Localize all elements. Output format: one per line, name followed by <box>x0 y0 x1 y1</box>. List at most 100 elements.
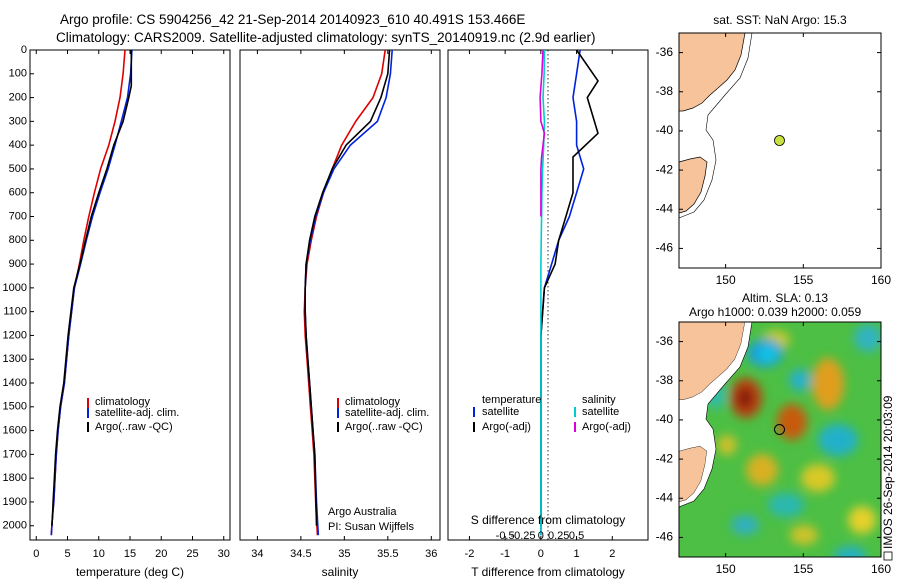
difference-xtick-label: -1 <box>500 548 510 560</box>
difference-xtick-label: -2 <box>465 548 475 560</box>
map-ytick-label: -44 <box>656 490 674 504</box>
map-ytick-label: -36 <box>656 45 674 59</box>
shelf-fill <box>679 322 752 507</box>
map-xtick-label: 160 <box>871 562 891 576</box>
map-ytick-label: -36 <box>656 334 674 348</box>
map-ytick-label: -46 <box>656 241 674 255</box>
difference-series-salinity_argo <box>539 49 546 217</box>
depth-tick-label: 1600 <box>3 424 27 436</box>
depth-tick-label: 1300 <box>3 353 27 365</box>
sla-warm-blob <box>848 506 876 534</box>
depth-tick-label: 600 <box>9 187 27 199</box>
salinity-plot-area <box>239 49 441 541</box>
salinity-annotation-line-2: PI: Susan Wijffels <box>328 521 414 533</box>
sla-map-frame <box>678 321 882 558</box>
salinity-xlabel: salinity <box>322 565 359 579</box>
sla-cool-blob <box>834 546 866 557</box>
salinity-legend-argo: Argo(..raw -QC) <box>345 421 423 433</box>
sla-cool-blob <box>731 515 759 535</box>
salinity-legend: climatology satellite-adj. clim. Argo(..… <box>337 396 429 433</box>
temperature-plot-area <box>29 49 231 541</box>
sla-cool-blob <box>789 369 811 391</box>
temperature-xtick-label: 15 <box>124 548 136 560</box>
salinity-xtick-label: 34 <box>251 548 263 560</box>
map-ytick-label: -42 <box>656 162 674 176</box>
depth-tick-label: 500 <box>9 163 27 175</box>
depth-tick-label: 400 <box>9 139 27 151</box>
map-xtick-label: 155 <box>793 562 813 576</box>
salinity-difference-tick-label: -0.25 <box>510 530 535 542</box>
salinity-xtick-label: 35 <box>338 548 350 560</box>
shelf-contour <box>678 32 753 219</box>
imos-logo-box <box>883 551 893 561</box>
sst-map-float-marker <box>774 135 785 146</box>
map-ytick-label: -42 <box>656 451 674 465</box>
temperature-legend: climatology satellite-adj. clim. Argo(..… <box>87 396 179 433</box>
salinity-legend-climatology: climatology <box>345 396 401 408</box>
depth-tick-label: 1700 <box>3 448 27 460</box>
sla-map-float-marker <box>774 424 785 435</box>
map-xtick-label: 160 <box>871 273 891 287</box>
temperature-legend-argo: Argo(..raw -QC) <box>95 421 173 433</box>
sla-warm-blob <box>801 464 835 492</box>
depth-tick-label: 1900 <box>3 496 27 508</box>
temperature-series-argo <box>51 50 133 526</box>
depth-tick-label: 1500 <box>3 401 27 413</box>
depth-tick-label: 0 <box>21 44 27 56</box>
sst-map-title: sat. SST: NaN Argo: 15.3 <box>713 13 847 27</box>
header-line-2: Climatology: CARS2009. Satellite-adjuste… <box>56 30 596 45</box>
sla-cool-blob <box>768 493 804 517</box>
legend-t-argo: Argo(-adj) <box>482 421 531 433</box>
sla-warm-blob <box>790 525 818 545</box>
map-ytick-label: -46 <box>656 530 674 544</box>
temperature-xtick-label: 30 <box>218 548 230 560</box>
depth-axis: 0 100 200 300 400 500 600 700 800 900 1000 1100 1200… <box>3 44 34 532</box>
temperature-legend-climatology: climatology <box>95 396 151 408</box>
sst-map-land <box>678 32 753 219</box>
temperature-xtick-label: 20 <box>155 548 167 560</box>
difference-xtick-label: 0 <box>538 548 544 560</box>
australia-mainland <box>678 32 746 112</box>
depth-tick-label: 700 <box>9 210 27 222</box>
s-difference-label: S difference from climatology <box>471 513 626 527</box>
map-ytick-label: -40 <box>656 123 674 137</box>
sla-warm-blob <box>812 358 844 410</box>
difference-xtick-label: 1 <box>574 548 580 560</box>
sla-map-title: Altim. SLA: 0.13 <box>742 291 828 305</box>
depth-tick-label: 1100 <box>3 306 27 318</box>
depth-tick-label: 300 <box>9 115 27 127</box>
sla-map-subtitle: Argo h1000: 0.039 h2000: 0.059 <box>689 305 861 319</box>
depth-tick-label: 900 <box>9 258 27 270</box>
depth-tick-label: 100 <box>9 68 27 80</box>
salinity-xtick-label: 36 <box>425 548 437 560</box>
legend-s-argo: Argo(-adj) <box>582 421 631 433</box>
header-line-1: Argo profile: CS 5904256_42 21-Sep-2014 … <box>60 12 525 27</box>
legend-header-temperature: temperature <box>482 394 541 406</box>
sla-warm-blob <box>746 454 778 486</box>
difference-legend: temperature salinity satellite Argo(-adj… <box>473 394 631 433</box>
legend-header-salinity: salinity <box>582 394 616 406</box>
sla-cool-blob <box>818 424 858 456</box>
depth-tick-label: 2000 <box>3 520 27 532</box>
shelf-contour <box>679 322 753 508</box>
imos-stamp-text: IMOS 26-Sep-2014 20:03:09 <box>881 395 895 549</box>
depth-tick-label: 1200 <box>3 329 27 341</box>
sla-warm-blob <box>717 435 737 455</box>
map-ytick-label: -38 <box>656 84 674 98</box>
difference-panel: -2 -1 0 1 2 -0.5-0.25 0 0.25 0.5 S difference f… <box>447 49 649 579</box>
depth-tick-label: 1400 <box>3 377 27 389</box>
map-ytick-label: -44 <box>656 201 674 215</box>
sst-map-panel: sat. SST: NaN Argo: 15.3 150 155 160 -36 -38… <box>656 13 892 287</box>
salinity-annotation-line-1: Argo Australia <box>328 506 397 518</box>
t-difference-label: T difference from climatology <box>471 565 625 579</box>
map-xtick-label: 150 <box>716 273 736 287</box>
imos-stamp: IMOS 26-Sep-2014 20:03:09 <box>881 395 895 561</box>
temperature-xtick-label: 5 <box>64 548 70 560</box>
tasmania <box>678 156 708 214</box>
salinity-difference-tick-label: 0.5 <box>569 530 584 542</box>
map-xtick-label: 150 <box>716 562 736 576</box>
salinity-difference-tick-label: 0.25 <box>548 530 569 542</box>
sla-warm-blob <box>738 388 752 408</box>
salinity-series-argo <box>304 49 391 526</box>
